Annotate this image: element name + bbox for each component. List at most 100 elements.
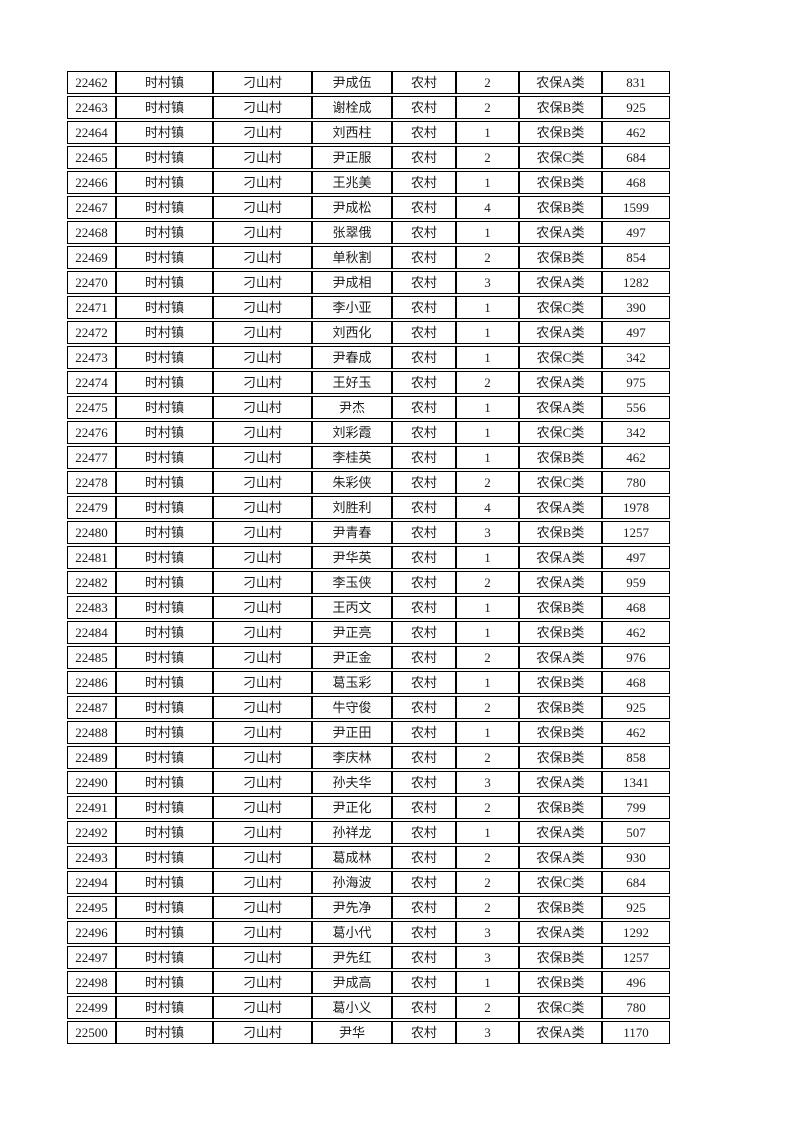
cell-insurance-category: 农保A类 bbox=[519, 846, 602, 869]
cell-residence-type: 农村 bbox=[392, 546, 456, 569]
cell-town: 时村镇 bbox=[116, 546, 213, 569]
cell-name: 尹正金 bbox=[312, 646, 392, 669]
table-row: 22487 时村镇 刁山村 牛守俊 农村 2 农保B类 925 bbox=[67, 696, 670, 719]
cell-amount: 462 bbox=[602, 446, 670, 469]
cell-town: 时村镇 bbox=[116, 971, 213, 994]
cell-residence-type: 农村 bbox=[392, 471, 456, 494]
cell-residence-type: 农村 bbox=[392, 946, 456, 969]
cell-village: 刁山村 bbox=[213, 96, 312, 119]
cell-town: 时村镇 bbox=[116, 71, 213, 94]
cell-village: 刁山村 bbox=[213, 921, 312, 944]
cell-town: 时村镇 bbox=[116, 396, 213, 419]
cell-member-count: 1 bbox=[456, 671, 519, 694]
cell-insurance-category: 农保B类 bbox=[519, 946, 602, 969]
cell-insurance-category: 农保A类 bbox=[519, 321, 602, 344]
cell-name: 尹成伍 bbox=[312, 71, 392, 94]
table-row: 22499 时村镇 刁山村 葛小义 农村 2 农保C类 780 bbox=[67, 996, 670, 1019]
cell-residence-type: 农村 bbox=[392, 521, 456, 544]
cell-record-number: 22482 bbox=[67, 571, 116, 594]
cell-village: 刁山村 bbox=[213, 471, 312, 494]
cell-member-count: 2 bbox=[456, 371, 519, 394]
cell-residence-type: 农村 bbox=[392, 171, 456, 194]
cell-record-number: 22472 bbox=[67, 321, 116, 344]
cell-member-count: 1 bbox=[456, 171, 519, 194]
cell-residence-type: 农村 bbox=[392, 146, 456, 169]
cell-residence-type: 农村 bbox=[392, 646, 456, 669]
cell-town: 时村镇 bbox=[116, 296, 213, 319]
cell-name: 张翠俄 bbox=[312, 221, 392, 244]
cell-member-count: 1 bbox=[456, 221, 519, 244]
cell-amount: 1978 bbox=[602, 496, 670, 519]
cell-village: 刁山村 bbox=[213, 946, 312, 969]
cell-member-count: 3 bbox=[456, 771, 519, 794]
cell-name: 尹成高 bbox=[312, 971, 392, 994]
cell-member-count: 2 bbox=[456, 996, 519, 1019]
cell-member-count: 2 bbox=[456, 146, 519, 169]
cell-record-number: 22478 bbox=[67, 471, 116, 494]
cell-amount: 959 bbox=[602, 571, 670, 594]
cell-amount: 342 bbox=[602, 346, 670, 369]
cell-village: 刁山村 bbox=[213, 546, 312, 569]
cell-town: 时村镇 bbox=[116, 846, 213, 869]
cell-member-count: 3 bbox=[456, 521, 519, 544]
cell-record-number: 22477 bbox=[67, 446, 116, 469]
cell-member-count: 1 bbox=[456, 396, 519, 419]
cell-amount: 497 bbox=[602, 221, 670, 244]
cell-village: 刁山村 bbox=[213, 996, 312, 1019]
cell-amount: 780 bbox=[602, 996, 670, 1019]
cell-town: 时村镇 bbox=[116, 221, 213, 244]
cell-insurance-category: 农保B类 bbox=[519, 621, 602, 644]
cell-village: 刁山村 bbox=[213, 696, 312, 719]
cell-record-number: 22475 bbox=[67, 396, 116, 419]
cell-name: 尹正田 bbox=[312, 721, 392, 744]
cell-record-number: 22495 bbox=[67, 896, 116, 919]
table-row: 22488 时村镇 刁山村 尹正田 农村 1 农保B类 462 bbox=[67, 721, 670, 744]
cell-name: 尹华英 bbox=[312, 546, 392, 569]
cell-name: 尹华 bbox=[312, 1021, 392, 1044]
cell-name: 朱彩侠 bbox=[312, 471, 392, 494]
cell-town: 时村镇 bbox=[116, 596, 213, 619]
cell-name: 尹先净 bbox=[312, 896, 392, 919]
cell-town: 时村镇 bbox=[116, 96, 213, 119]
cell-village: 刁山村 bbox=[213, 521, 312, 544]
table-row: 22468 时村镇 刁山村 张翠俄 农村 1 农保A类 497 bbox=[67, 221, 670, 244]
cell-village: 刁山村 bbox=[213, 396, 312, 419]
cell-amount: 462 bbox=[602, 121, 670, 144]
table-row: 22475 时村镇 刁山村 尹杰 农村 1 农保A类 556 bbox=[67, 396, 670, 419]
cell-amount: 858 bbox=[602, 746, 670, 769]
cell-insurance-category: 农保B类 bbox=[519, 171, 602, 194]
cell-member-count: 1 bbox=[456, 971, 519, 994]
cell-town: 时村镇 bbox=[116, 771, 213, 794]
cell-record-number: 22466 bbox=[67, 171, 116, 194]
cell-record-number: 22464 bbox=[67, 121, 116, 144]
cell-residence-type: 农村 bbox=[392, 996, 456, 1019]
cell-town: 时村镇 bbox=[116, 721, 213, 744]
cell-name: 单秋割 bbox=[312, 246, 392, 269]
cell-record-number: 22462 bbox=[67, 71, 116, 94]
cell-residence-type: 农村 bbox=[392, 396, 456, 419]
cell-record-number: 22473 bbox=[67, 346, 116, 369]
cell-name: 孙夫华 bbox=[312, 771, 392, 794]
cell-village: 刁山村 bbox=[213, 1021, 312, 1044]
cell-town: 时村镇 bbox=[116, 421, 213, 444]
cell-name: 葛玉彩 bbox=[312, 671, 392, 694]
cell-amount: 468 bbox=[602, 596, 670, 619]
cell-member-count: 1 bbox=[456, 621, 519, 644]
cell-amount: 684 bbox=[602, 871, 670, 894]
cell-village: 刁山村 bbox=[213, 646, 312, 669]
cell-member-count: 2 bbox=[456, 746, 519, 769]
cell-name: 刘西化 bbox=[312, 321, 392, 344]
cell-amount: 342 bbox=[602, 421, 670, 444]
cell-record-number: 22480 bbox=[67, 521, 116, 544]
cell-record-number: 22500 bbox=[67, 1021, 116, 1044]
table-row: 22462 时村镇 刁山村 尹成伍 农村 2 农保A类 831 bbox=[67, 71, 670, 94]
cell-member-count: 1 bbox=[456, 546, 519, 569]
cell-record-number: 22494 bbox=[67, 871, 116, 894]
cell-record-number: 22491 bbox=[67, 796, 116, 819]
cell-residence-type: 农村 bbox=[392, 446, 456, 469]
cell-village: 刁山村 bbox=[213, 121, 312, 144]
cell-name: 李庆林 bbox=[312, 746, 392, 769]
cell-amount: 496 bbox=[602, 971, 670, 994]
cell-amount: 462 bbox=[602, 721, 670, 744]
cell-member-count: 2 bbox=[456, 646, 519, 669]
